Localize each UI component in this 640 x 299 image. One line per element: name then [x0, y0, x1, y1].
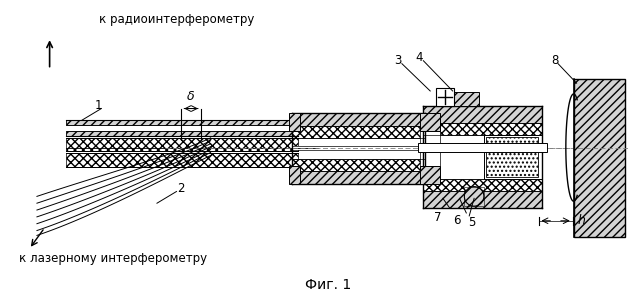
Bar [66, 153, 298, 167]
Text: 2: 2 [178, 182, 185, 195]
Bar [450, 92, 479, 106]
Bar [66, 125, 298, 131]
Bar [419, 143, 547, 152]
Bar [424, 106, 543, 123]
Text: к лазерному интерферометру: к лазерному интерферометру [19, 252, 207, 265]
Bar [292, 113, 426, 126]
Bar [420, 166, 440, 184]
Circle shape [465, 187, 484, 206]
Bar [424, 179, 543, 190]
Bar [436, 88, 454, 106]
Bar [292, 171, 426, 184]
Text: к радиоинтерферометру: к радиоинтерферометру [99, 13, 254, 26]
Bar [424, 190, 543, 208]
Text: h: h [577, 214, 586, 227]
Bar [573, 79, 625, 237]
Text: 1: 1 [95, 99, 102, 112]
Bar [486, 137, 538, 177]
Bar [289, 166, 300, 184]
Bar [292, 138, 426, 159]
Text: 5: 5 [468, 216, 476, 229]
Bar [292, 126, 426, 138]
Bar [66, 138, 298, 152]
Bar [420, 113, 440, 131]
Bar [420, 131, 440, 166]
Bar [292, 159, 426, 171]
Text: 6: 6 [452, 214, 460, 227]
Text: 8: 8 [552, 54, 559, 67]
Bar [292, 146, 426, 150]
Text: 4: 4 [416, 51, 423, 64]
Bar [66, 131, 298, 136]
Text: δ: δ [188, 90, 195, 103]
Bar [424, 135, 543, 179]
Text: 7: 7 [435, 211, 442, 224]
Bar [465, 187, 484, 206]
Bar [484, 135, 543, 179]
Bar [424, 123, 543, 135]
Bar [289, 113, 300, 131]
Text: 3: 3 [394, 54, 402, 67]
Text: Фиг. 1: Фиг. 1 [305, 278, 351, 292]
Bar [66, 120, 298, 125]
